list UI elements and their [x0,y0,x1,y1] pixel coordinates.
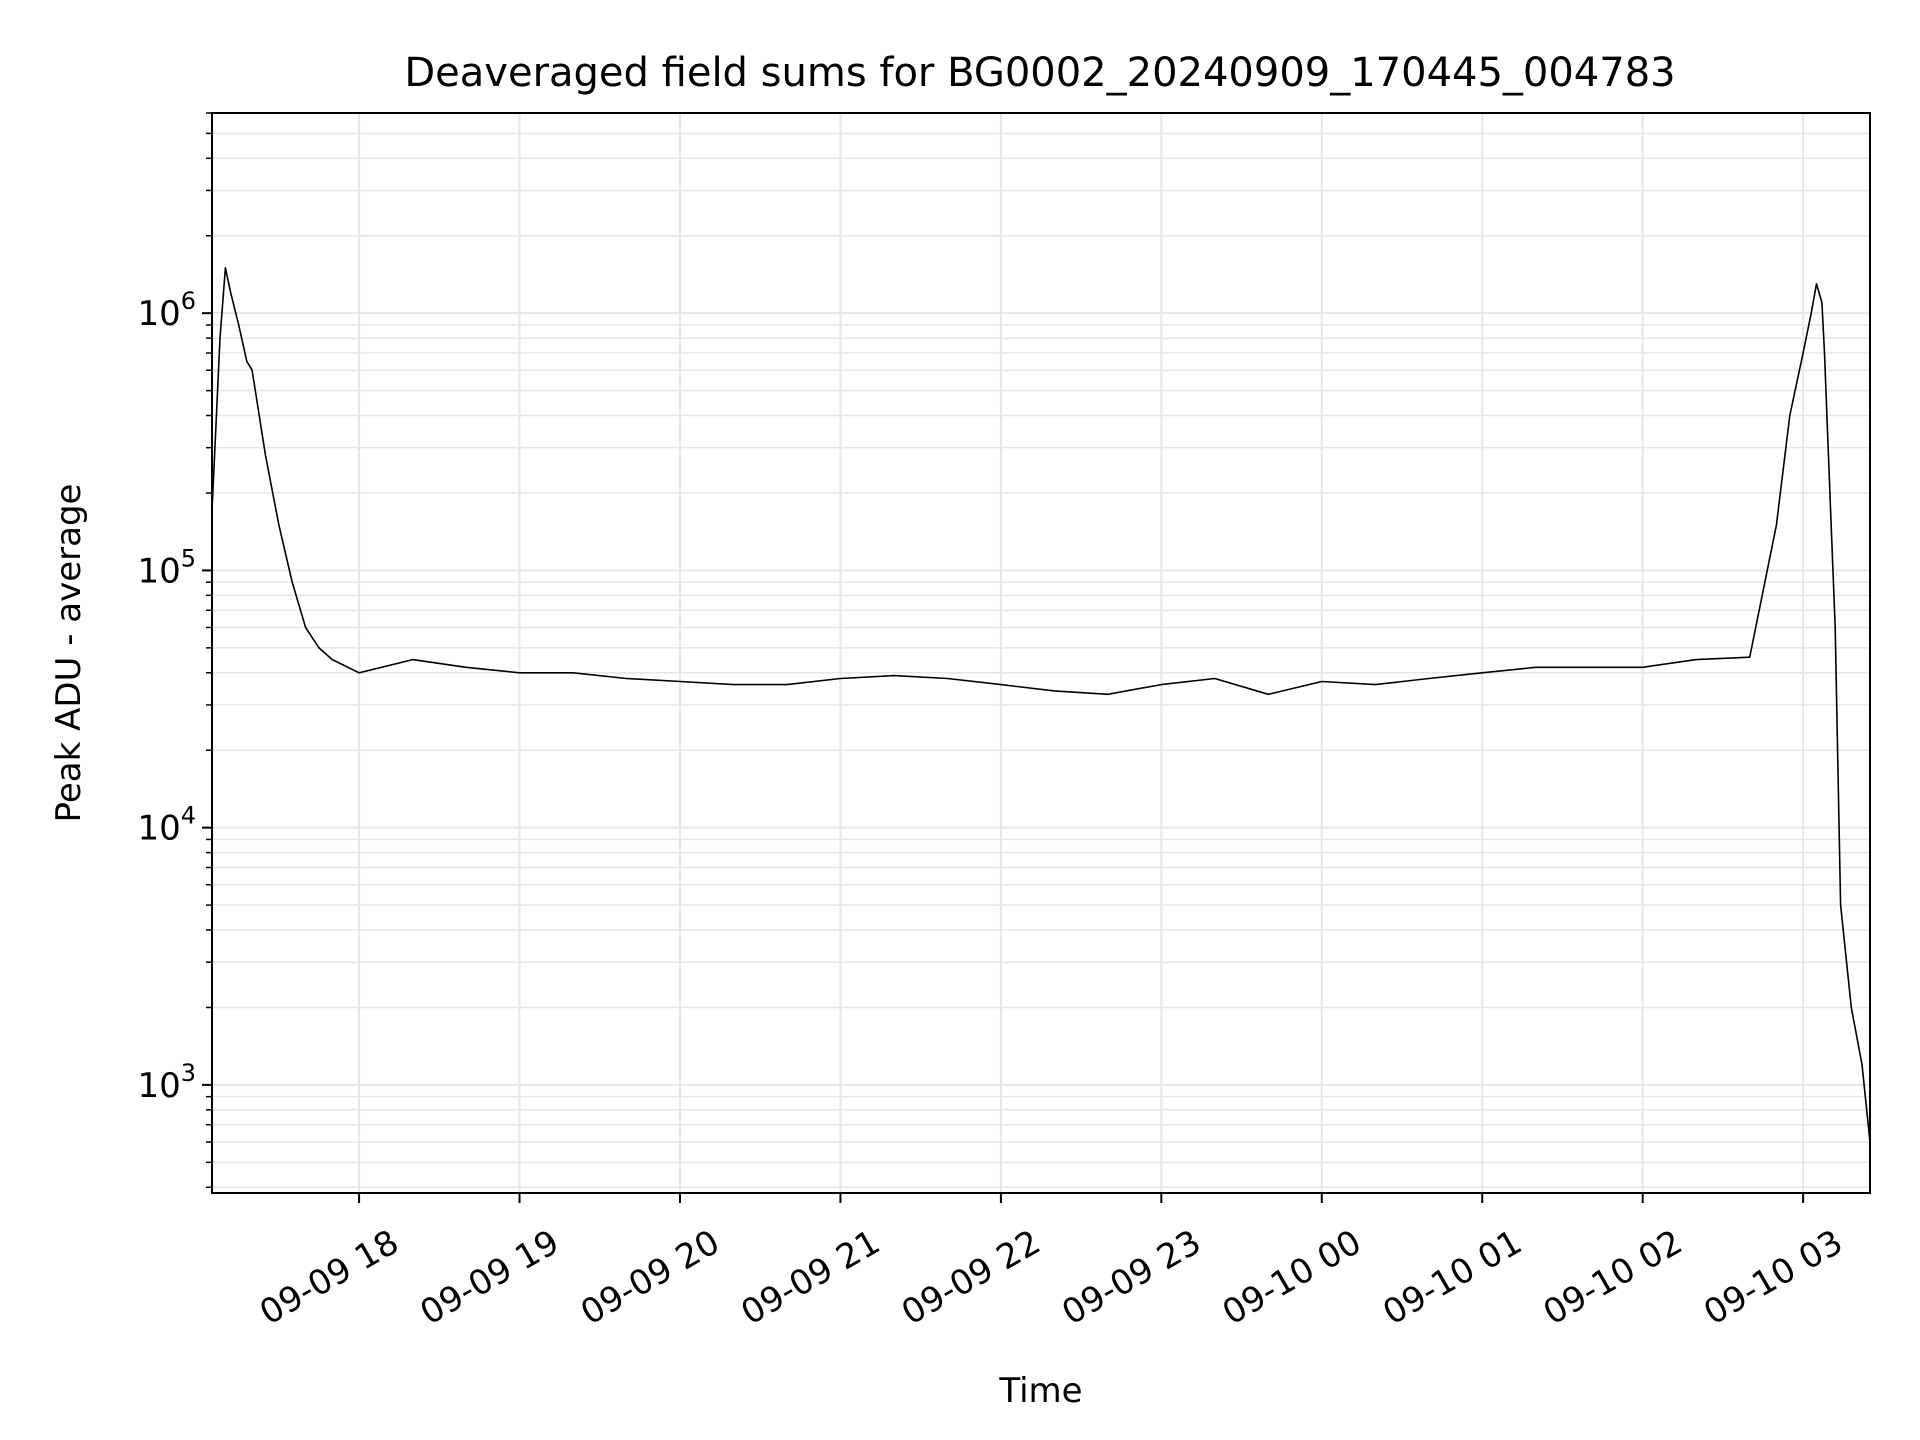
x-tick-label: 09-09 23 [1055,1222,1207,1333]
x-tick-label: 09-10 01 [1376,1222,1528,1333]
grid [212,112,1870,1193]
y-tick-label: 103 [137,1059,196,1106]
x-tick-label: 09-09 20 [574,1222,726,1333]
x-tick-label: 09-10 00 [1216,1222,1368,1333]
x-tick-label: 09-09 18 [253,1222,405,1333]
x-tick-label: 09-10 02 [1537,1222,1689,1333]
x-axis-label: Time [998,1371,1082,1411]
plot-frame [211,112,1871,1194]
x-tick-label: 09-09 19 [414,1222,566,1333]
y-tick-label: 105 [137,544,196,591]
chart-title: Deaveraged field sums for BG0002_2024090… [404,50,1675,96]
x-tick-label: 09-10 03 [1697,1222,1849,1333]
x-tick-label: 09-09 22 [895,1222,1047,1333]
y-tick-label: 104 [137,802,196,849]
y-axis-label: Peak ADU - average [49,484,89,823]
y-tick-label: 106 [137,287,196,334]
data-line [211,267,1871,1143]
data-series [211,267,1871,1143]
x-tick-label: 09-09 21 [735,1222,887,1333]
